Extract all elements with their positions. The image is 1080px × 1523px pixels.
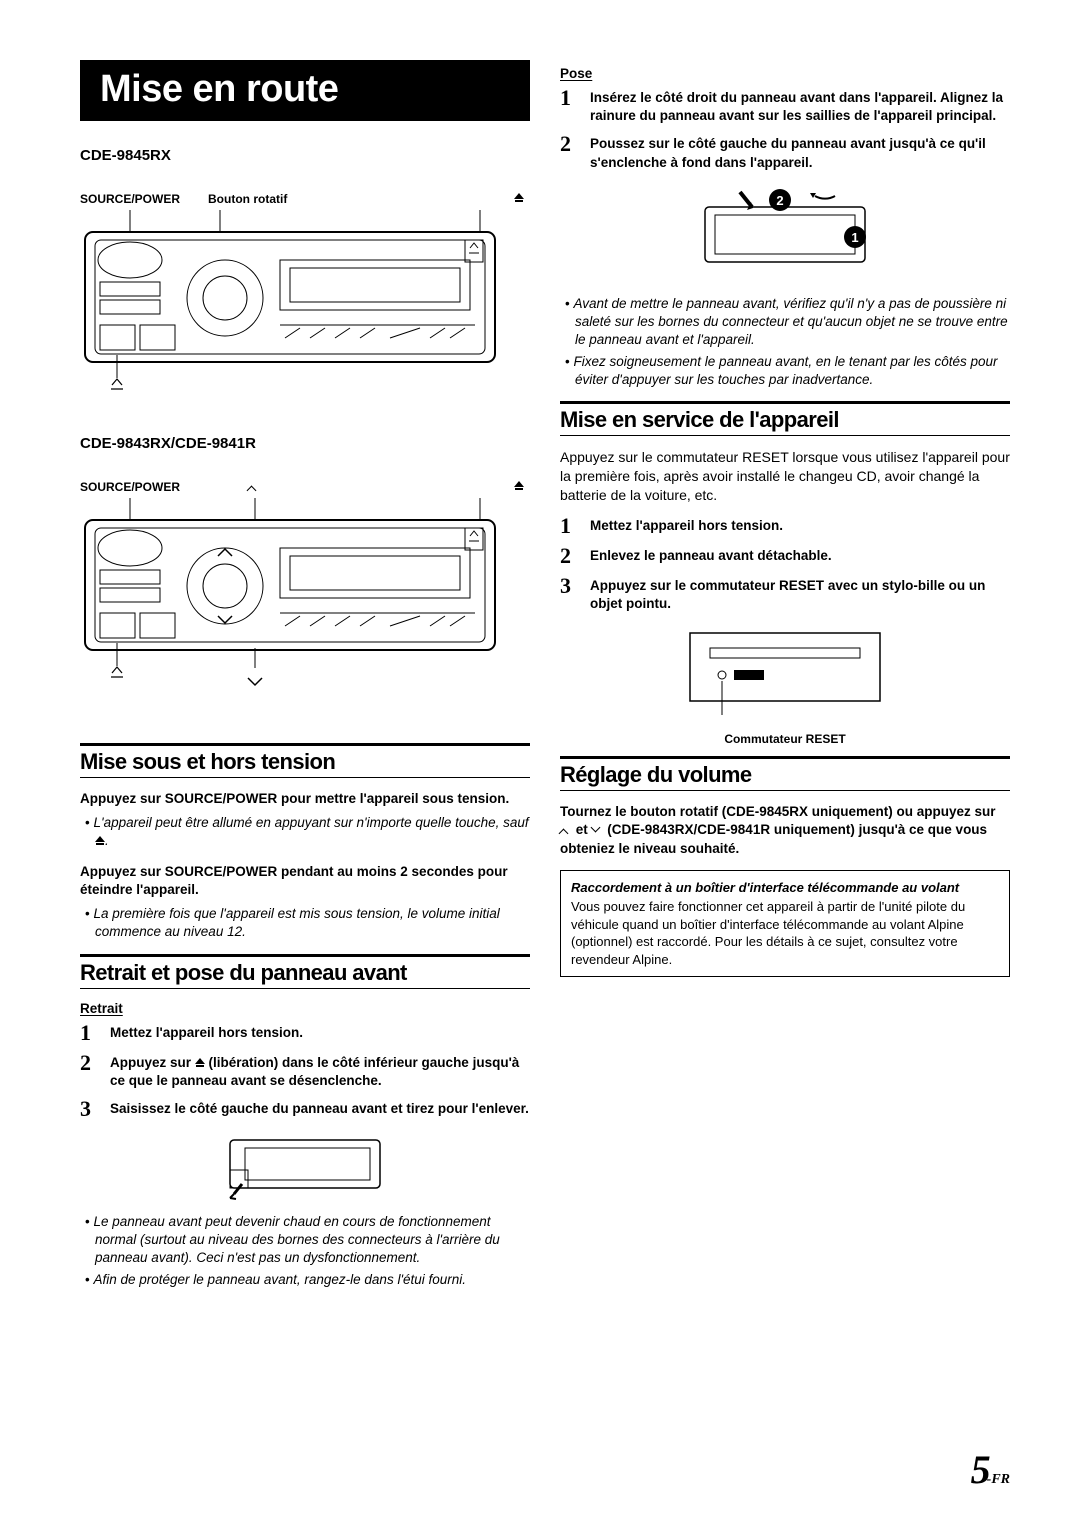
label-source-power-2: SOURCE/POWER [80,480,180,494]
page-title: Mise en route [80,60,530,121]
init-step3: 3 Appuyez sur le commutateur RESET avec … [560,575,1010,613]
device2-labels: SOURCE/POWER [80,480,530,494]
retrait-notes: Le panneau avant peut devenir chaud en c… [80,1213,530,1289]
power-on-notes: L'appareil peut être allumé en appuyant … [80,814,530,850]
retrait-figure [80,1130,530,1205]
volume-instr: Tournez le bouton rotatif (CDE-9845RX un… [560,803,1010,858]
svg-text:2: 2 [776,193,783,208]
section-power: Mise sous et hors tension [80,743,530,778]
init-step2: 2 Enlevez le panneau avant détachable. [560,545,1010,567]
retrait-step2: 2 Appuyez sur (libération) dans le côté … [80,1052,530,1090]
model-label-1: CDE-9845RX [80,147,530,164]
device1-labels: SOURCE/POWER Bouton rotatif [80,192,530,206]
retrait-step1: 1 Mettez l'appareil hors tension. [80,1022,530,1044]
eject-icon [514,192,524,206]
page-number: 5-FR [971,1446,1010,1493]
model-label-2: CDE-9843RX/CDE-9841R [80,435,530,452]
subhead-retrait: Retrait [80,1001,530,1016]
pose-step1: 1 Insérez le côté droit du panneau avant… [560,87,1010,125]
init-intro: Appuyez sur le commutateur RESET lorsque… [560,448,1010,505]
section-volume: Réglage du volume [560,756,1010,791]
up-icon [248,480,260,494]
label-source-power: SOURCE/POWER [80,192,180,206]
eject-icon-2 [514,480,524,494]
init-step1: 1 Mettez l'appareil hors tension. [560,515,1010,537]
info-box: Raccordement à un boîtier d'interface té… [560,870,1010,978]
device1-diagram [80,210,500,400]
section-init: Mise en service de l'appareil [560,401,1010,436]
power-off-notes: La première fois que l'appareil est mis … [80,905,530,941]
power-off-instr: Appuyez sur SOURCE/POWER pendant au moin… [80,863,530,899]
reset-caption: Commutateur RESET [560,732,1010,746]
infobox-body: Vous pouvez faire fonctionner cet appare… [571,898,999,968]
reset-figure: Commutateur RESET [560,623,1010,746]
device2-diagram [80,498,500,698]
power-on-instr: Appuyez sur SOURCE/POWER pour mettre l'a… [80,790,530,808]
label-rotary: Bouton rotatif [208,192,287,206]
retrait-step3: 3 Saisissez le côté gauche du panneau av… [80,1098,530,1120]
pose-step2: 2 Poussez sur le côté gauche du panneau … [560,133,1010,171]
subhead-pose: Pose [560,66,1010,81]
section-panel: Retrait et pose du panneau avant [80,954,530,989]
svg-text:1: 1 [851,230,858,245]
pose-figure: 1 2 [560,182,1010,287]
pose-notes: Avant de mettre le panneau avant, vérifi… [560,295,1010,389]
infobox-title: Raccordement à un boîtier d'interface té… [571,879,999,897]
